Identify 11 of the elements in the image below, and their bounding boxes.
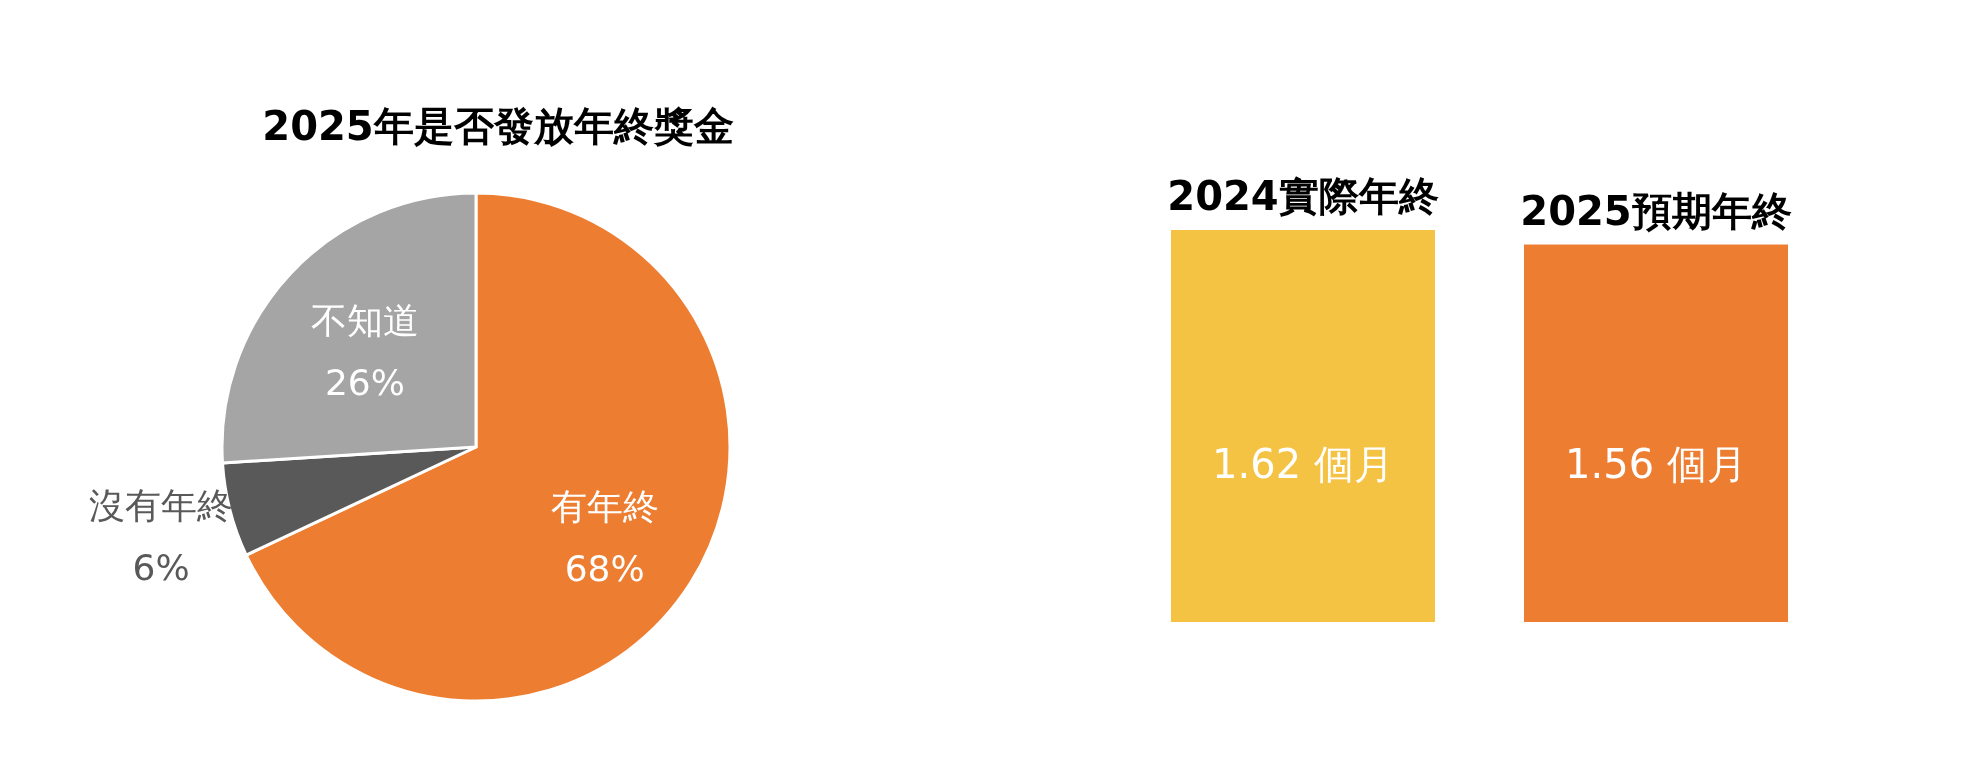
chart-title: 2025年是否發放年終獎金 — [262, 103, 734, 149]
x-tick-label: 2024實際年終 — [1167, 173, 1439, 219]
x-tick-label: 2025預期年終 — [1520, 187, 1792, 234]
data-label: 6% — [132, 546, 190, 588]
slice-label: 沒有年終 — [89, 484, 234, 526]
data-label: 26% — [324, 361, 405, 403]
slice-label: 不知道 — [310, 299, 419, 341]
slice-label: 有年終 — [550, 485, 659, 527]
data-label: 1.62 個月 — [1212, 441, 1394, 487]
data-label: 1.56 個月 — [1565, 441, 1747, 487]
data-label: 68% — [564, 547, 645, 589]
